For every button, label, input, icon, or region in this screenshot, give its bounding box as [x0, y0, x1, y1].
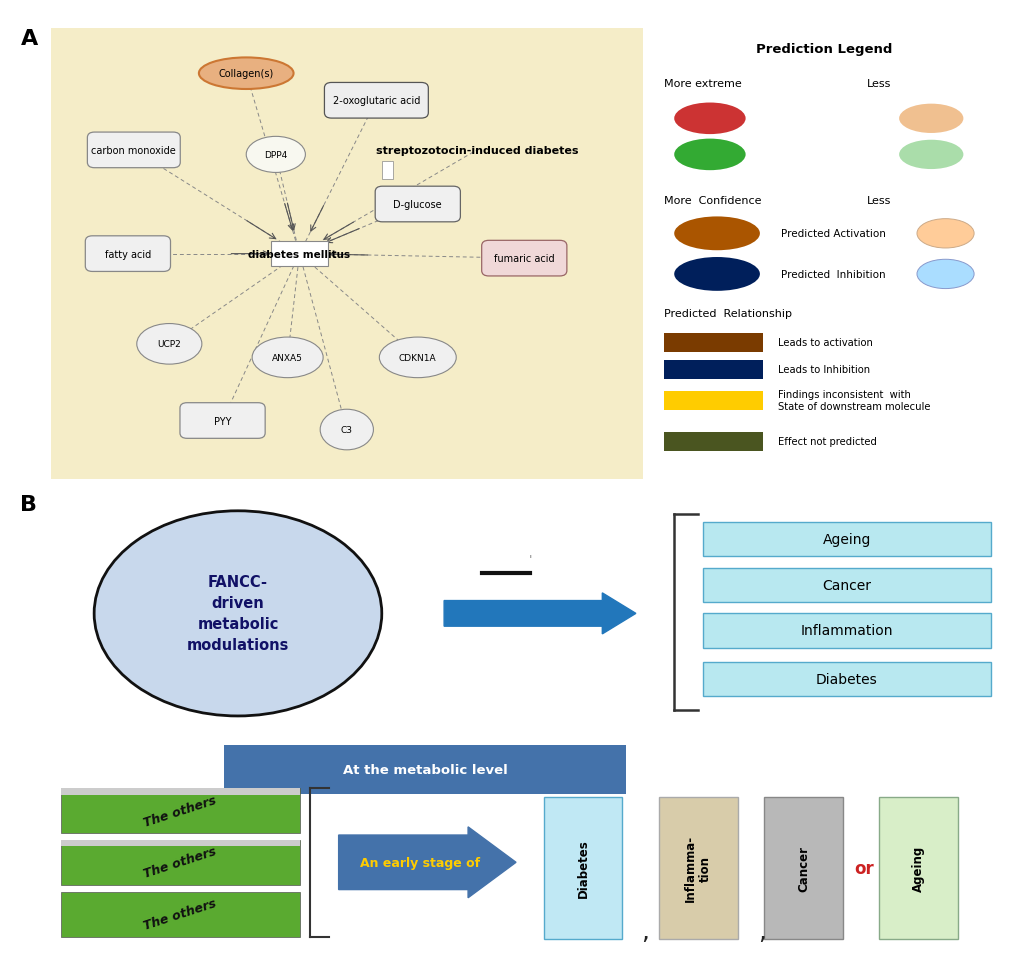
FancyBboxPatch shape: [663, 432, 762, 452]
FancyBboxPatch shape: [60, 789, 300, 833]
Text: ,: ,: [641, 919, 649, 943]
Text: D-glucose: D-glucose: [393, 200, 441, 210]
Text: FANCC-
driven
metabolic
modulations: FANCC- driven metabolic modulations: [186, 575, 288, 653]
FancyArrow shape: [443, 593, 635, 635]
Text: Findings inconsistent  with
State of downstream molecule: Findings inconsistent with State of down…: [777, 390, 929, 412]
FancyBboxPatch shape: [663, 360, 762, 379]
Ellipse shape: [916, 219, 973, 249]
FancyBboxPatch shape: [271, 242, 327, 266]
Text: Predicted Activation: Predicted Activation: [781, 229, 886, 239]
FancyBboxPatch shape: [382, 162, 392, 180]
Text: ANXA5: ANXA5: [272, 354, 303, 362]
Ellipse shape: [899, 105, 963, 134]
FancyBboxPatch shape: [223, 745, 626, 795]
Text: Inflamma-
tion: Inflamma- tion: [684, 834, 711, 901]
FancyBboxPatch shape: [45, 24, 648, 484]
FancyBboxPatch shape: [658, 797, 737, 939]
Ellipse shape: [137, 325, 202, 364]
Text: More  Confidence: More Confidence: [663, 196, 760, 205]
FancyBboxPatch shape: [702, 522, 989, 557]
Text: or: or: [853, 859, 873, 877]
FancyBboxPatch shape: [878, 797, 957, 939]
FancyBboxPatch shape: [763, 797, 842, 939]
Text: CDKN1A: CDKN1A: [398, 354, 436, 362]
Text: Leads to Inhibition: Leads to Inhibition: [777, 364, 869, 374]
Text: fatty acid: fatty acid: [105, 249, 151, 260]
FancyBboxPatch shape: [60, 840, 300, 847]
FancyBboxPatch shape: [179, 403, 265, 439]
FancyBboxPatch shape: [375, 187, 460, 223]
Text: The others: The others: [143, 793, 218, 828]
FancyBboxPatch shape: [702, 568, 989, 603]
Text: ': ': [528, 553, 532, 566]
Text: The others: The others: [143, 896, 218, 932]
Text: Collagen(s): Collagen(s): [218, 69, 273, 79]
Ellipse shape: [674, 258, 759, 292]
Text: Inflammation: Inflammation: [800, 624, 893, 638]
Text: streptozotocin-induced diabetes: streptozotocin-induced diabetes: [375, 145, 578, 156]
Text: Diabetes: Diabetes: [815, 672, 876, 686]
Text: Less: Less: [866, 78, 891, 88]
Ellipse shape: [94, 512, 381, 716]
Ellipse shape: [674, 140, 745, 171]
Text: C3: C3: [340, 425, 353, 434]
Ellipse shape: [379, 338, 455, 378]
FancyBboxPatch shape: [702, 613, 989, 648]
Text: B: B: [20, 494, 38, 515]
FancyBboxPatch shape: [663, 391, 762, 411]
Text: An early stage of: An early stage of: [360, 856, 480, 869]
Ellipse shape: [252, 338, 323, 378]
FancyBboxPatch shape: [324, 83, 428, 119]
FancyBboxPatch shape: [663, 333, 762, 352]
FancyBboxPatch shape: [60, 891, 300, 936]
Text: A: A: [20, 29, 38, 49]
Ellipse shape: [199, 58, 293, 90]
Text: diabetes mellitus: diabetes mellitus: [249, 249, 351, 260]
Ellipse shape: [246, 138, 305, 173]
Text: The others: The others: [143, 845, 218, 880]
Text: Leads to activation: Leads to activation: [777, 337, 872, 347]
Text: Effect not predicted: Effect not predicted: [777, 436, 875, 447]
FancyBboxPatch shape: [60, 840, 300, 885]
FancyBboxPatch shape: [60, 789, 300, 795]
Text: Prediction Legend: Prediction Legend: [755, 43, 892, 55]
Text: Cancer: Cancer: [821, 578, 870, 592]
Ellipse shape: [916, 260, 973, 290]
Text: PYY: PYY: [214, 416, 231, 426]
FancyBboxPatch shape: [543, 797, 622, 939]
Text: More extreme: More extreme: [663, 78, 741, 88]
Text: Cancer: Cancer: [797, 845, 809, 891]
Ellipse shape: [674, 217, 759, 251]
Text: Diabetes: Diabetes: [576, 838, 589, 897]
Text: At the metabolic level: At the metabolic level: [342, 764, 506, 776]
Text: carbon monoxide: carbon monoxide: [92, 145, 176, 156]
Ellipse shape: [899, 141, 963, 170]
Text: Predicted  Inhibition: Predicted Inhibition: [781, 269, 886, 280]
Text: Ageing: Ageing: [821, 533, 870, 547]
Text: Predicted  Relationship: Predicted Relationship: [663, 308, 791, 319]
Text: 2-oxoglutaric acid: 2-oxoglutaric acid: [332, 96, 420, 107]
FancyBboxPatch shape: [481, 241, 567, 277]
Text: Less: Less: [866, 196, 891, 205]
Ellipse shape: [674, 104, 745, 135]
FancyArrow shape: [338, 827, 516, 898]
Text: Ageing: Ageing: [911, 845, 924, 891]
Text: fumaric acid: fumaric acid: [493, 254, 554, 264]
Ellipse shape: [320, 410, 373, 451]
Text: DPP4: DPP4: [264, 151, 287, 160]
Text: ,: ,: [758, 919, 765, 943]
FancyBboxPatch shape: [88, 133, 180, 169]
FancyBboxPatch shape: [702, 662, 989, 697]
Text: UCP2: UCP2: [157, 340, 181, 349]
FancyBboxPatch shape: [86, 236, 170, 272]
